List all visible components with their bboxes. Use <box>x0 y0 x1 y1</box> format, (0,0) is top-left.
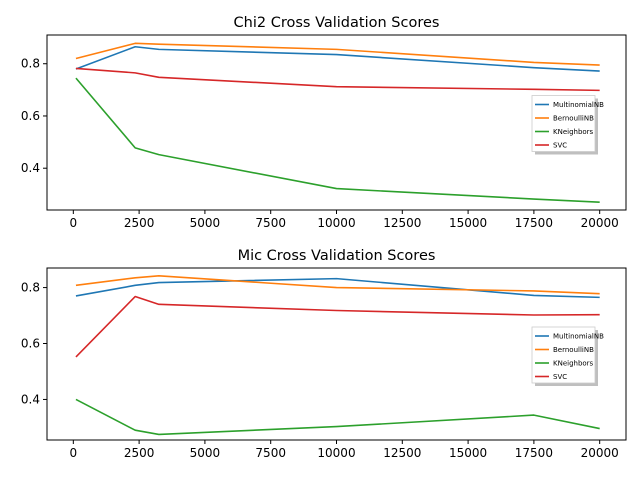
legend: MultinomialNB BernoulliNB KNeighbors SVC <box>531 326 604 386</box>
y-tick-label: 0.8 <box>21 281 40 295</box>
x-tick-label: 2500 <box>124 446 155 460</box>
series-line-bernoullinb <box>75 42 600 66</box>
x-tick-label: 2500 <box>124 216 155 230</box>
y-tick-label: 0.6 <box>21 109 40 123</box>
chart-title: Mic Cross Validation Scores <box>238 248 436 264</box>
series-line-kneighbors <box>75 398 600 436</box>
legend-label: SVC <box>553 373 567 381</box>
x-tick-label: 20000 <box>581 446 619 460</box>
x-tick-label: 12500 <box>383 446 421 460</box>
x-tick-label: 5000 <box>190 446 221 460</box>
x-tick-label: 5000 <box>190 216 221 230</box>
y-tick-label: 0.4 <box>21 161 40 175</box>
x-tick-label: 0 <box>69 446 77 460</box>
series-line-bernoullinb <box>75 275 600 295</box>
chart-panel-2: Mic Cross Validation Scores 0 2500 5000 7500… <box>21 248 627 460</box>
chart-panel-1: Chi2 Cross Validation Scores 0 2500 5000 750… <box>21 15 627 230</box>
series-line-multinomialnb <box>75 45 600 72</box>
x-tick-label: 15000 <box>449 216 487 230</box>
series-line-svc <box>75 295 600 358</box>
x-tick-label: 12500 <box>383 216 421 230</box>
series-line-svc <box>75 67 600 92</box>
x-tick-label: 10000 <box>317 216 355 230</box>
x-tick-label: 15000 <box>449 446 487 460</box>
legend-label: BernoulliNB <box>553 115 594 123</box>
legend-label: SVC <box>553 142 567 150</box>
x-tick-label: 17500 <box>515 446 553 460</box>
legend-label: KNeighbors <box>553 128 594 136</box>
legend-label: BernoulliNB <box>553 346 594 354</box>
x-tick-label: 0 <box>69 216 77 230</box>
x-tick-label: 7500 <box>255 216 286 230</box>
y-tick-label: 0.8 <box>21 57 40 71</box>
x-tick-label: 20000 <box>581 216 619 230</box>
chart-title: Chi2 Cross Validation Scores <box>234 15 440 31</box>
legend-label: MultinomialNB <box>553 101 604 109</box>
series-line-multinomialnb <box>75 277 600 299</box>
x-tick-label: 7500 <box>255 446 286 460</box>
y-tick-label: 0.6 <box>21 337 40 351</box>
legend-label: MultinomialNB <box>553 333 604 341</box>
x-tick-label: 17500 <box>515 216 553 230</box>
legend: MultinomialNB BernoulliNB KNeighbors SVC <box>531 95 604 155</box>
y-tick-label: 0.4 <box>21 392 40 406</box>
series-line-kneighbors <box>75 77 600 203</box>
legend-label: KNeighbors <box>553 360 594 368</box>
x-tick-label: 10000 <box>317 446 355 460</box>
